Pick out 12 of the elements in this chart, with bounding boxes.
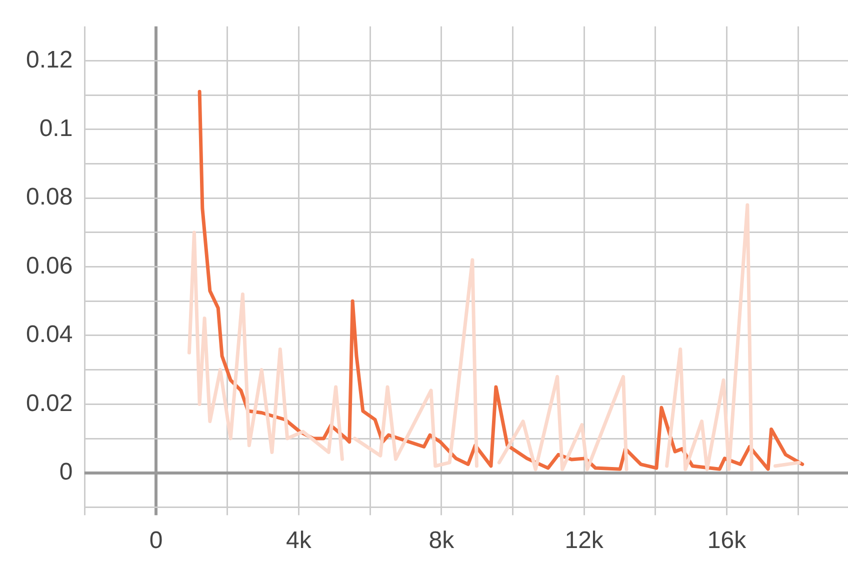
y-tick-label: 0.08: [26, 184, 73, 211]
y-tick-label: 0.1: [39, 115, 73, 142]
x-tick-label: 16k: [707, 527, 748, 554]
x-tick-label: 8k: [428, 527, 456, 554]
y-tick-label: 0.12: [26, 46, 73, 74]
y-tick-label: 0: [59, 458, 73, 486]
y-tick-label: 0.06: [26, 252, 73, 280]
y-tick-label: 0.04: [26, 321, 73, 348]
x-tick-label: 12k: [564, 527, 604, 554]
y-tick-label: 0.02: [26, 390, 73, 417]
x-tick-label: 0: [149, 527, 163, 554]
x-tick-label: 4k: [286, 527, 312, 554]
